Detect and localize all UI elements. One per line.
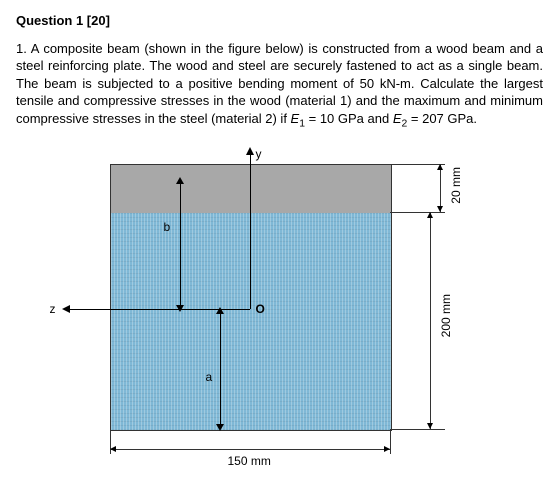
beam-cross-section [110, 164, 392, 431]
e2-sym: E [393, 111, 402, 126]
e1-val: = 10 GPa and [305, 111, 393, 126]
e1-sym: E [291, 111, 300, 126]
figure: y z O b a 20 mm 200 mm 150 mm [40, 149, 520, 469]
wood-beam [111, 213, 391, 430]
dim-wood-ah-top [427, 212, 433, 218]
dim-steel-ah-bot [437, 206, 443, 212]
e2-val: = 207 GPa. [407, 111, 477, 126]
dim-width-tick-r [390, 429, 391, 454]
question-body: 1. A composite beam (shown in the figure… [16, 40, 543, 132]
b-arrow-line [180, 180, 181, 309]
b-arrow-head-down [176, 305, 184, 312]
y-axis-label: y [256, 146, 262, 162]
dim-width-line [110, 449, 390, 450]
dim-steel-label: 20 mm [448, 167, 464, 204]
y-axis-line [250, 149, 251, 309]
question-title: Question 1 [20] [16, 12, 543, 30]
dim-tick-bottom [390, 429, 445, 430]
dim-wood-ah-bot [427, 423, 433, 429]
dim-width-ah-l [110, 446, 116, 452]
z-axis-arrowhead [62, 305, 70, 313]
dim-width-ah-r [384, 446, 390, 452]
steel-plate [111, 165, 391, 214]
a-arrow-head-down [216, 424, 224, 431]
z-axis-label: z [50, 301, 56, 317]
dim-wood-label: 200 mm [438, 294, 454, 337]
a-arrow-line [220, 310, 221, 428]
origin-label: O [256, 301, 265, 317]
a-label: a [206, 369, 213, 385]
b-arrow-head-up [176, 177, 184, 184]
dim-width-label: 150 mm [228, 453, 271, 469]
y-axis-arrowhead [246, 147, 254, 155]
dim-steel-ah-top [437, 164, 443, 170]
dim-tick-interface [390, 212, 445, 213]
a-arrow-head-up [216, 307, 224, 314]
b-label: b [164, 219, 171, 235]
dim-line-steel [440, 164, 441, 212]
dim-line-wood [430, 212, 431, 429]
